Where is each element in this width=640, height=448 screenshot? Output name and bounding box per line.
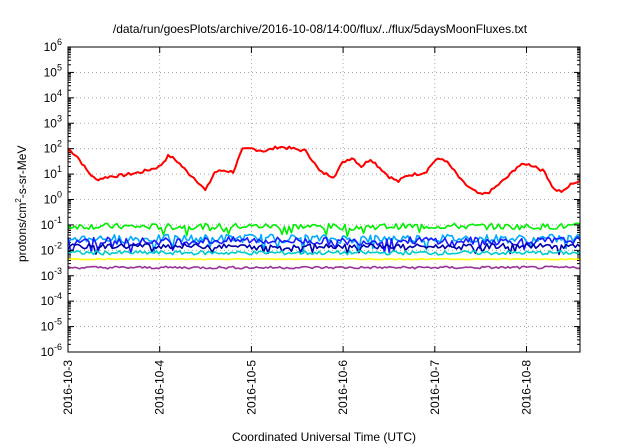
series-line	[67, 265, 581, 270]
y-tick-base: 10	[44, 193, 58, 207]
series-line	[67, 257, 581, 261]
x-tick-label: 2016-10-7	[428, 360, 442, 415]
series-line	[67, 242, 581, 256]
y-axis-label: protons/cm2-s-sr-MeV	[14, 145, 29, 262]
series-line	[67, 250, 581, 256]
y-tick-label: 10-1	[41, 215, 62, 232]
y-tick-exponent: -4	[54, 291, 62, 301]
y-tick-label: 104	[44, 88, 62, 105]
series-line	[67, 145, 581, 196]
y-tick-base: 10	[41, 218, 55, 232]
y-tick-label: 106	[44, 37, 62, 54]
y-tick-exponent: 0	[57, 190, 62, 200]
y-tick-base: 10	[41, 243, 55, 257]
x-axis-label: Coordinated Universal Time (UTC)	[231, 430, 417, 444]
y-tick-label: 10-5	[41, 317, 62, 334]
y-tick-exponent: 3	[57, 113, 62, 123]
y-tick-exponent: 5	[57, 62, 62, 72]
x-tick-label: 2016-10-4	[153, 360, 167, 415]
y-tick-base: 10	[44, 116, 58, 130]
y-tick-label: 10-2	[41, 240, 62, 257]
chart-title: /data/run/goesPlots/archive/2016-10-08/1…	[112, 22, 528, 36]
y-tick-label: 101	[44, 164, 62, 181]
y-tick-exponent: 1	[57, 164, 62, 174]
x-tick-label: 2016-10-8	[520, 360, 534, 415]
y-tick-exponent: -5	[54, 317, 62, 327]
y-tick-base: 10	[41, 294, 55, 308]
x-tick-label: 2016-10-5	[244, 360, 258, 415]
y-tick-base: 10	[44, 142, 58, 156]
series-line	[67, 236, 581, 254]
x-tick-label: 2016-10-3	[61, 360, 75, 415]
y-tick-exponent: 4	[57, 88, 62, 98]
y-tick-label: 103	[44, 113, 62, 130]
y-tick-label: 10-4	[41, 291, 62, 308]
y-tick-label: 102	[44, 139, 62, 156]
y-tick-label: 105	[44, 62, 62, 79]
y-tick-base: 10	[44, 65, 58, 79]
y-tick-exponent: -1	[54, 215, 62, 225]
y-tick-label: 10-3	[41, 266, 62, 283]
y-tick-exponent: -6	[54, 342, 62, 352]
y-tick-label: 100	[44, 190, 62, 207]
y-tick-exponent: -3	[54, 266, 62, 276]
y-tick-base: 10	[44, 167, 58, 181]
y-tick-base: 10	[44, 40, 58, 54]
y-tick-label: 10-6	[41, 342, 62, 359]
x-tick-label: 2016-10-6	[336, 360, 350, 415]
y-tick-exponent: -2	[54, 240, 62, 250]
y-tick-base: 10	[41, 269, 55, 283]
y-tick-exponent: 6	[57, 37, 62, 47]
y-tick-base: 10	[41, 345, 55, 359]
y-tick-exponent: 2	[57, 139, 62, 149]
y-axis-label-wrap: protons/cm2-s-sr-MeV	[0, 0, 29, 262]
y-tick-base: 10	[44, 91, 58, 105]
series-line	[67, 222, 581, 238]
y-tick-base: 10	[41, 320, 55, 334]
